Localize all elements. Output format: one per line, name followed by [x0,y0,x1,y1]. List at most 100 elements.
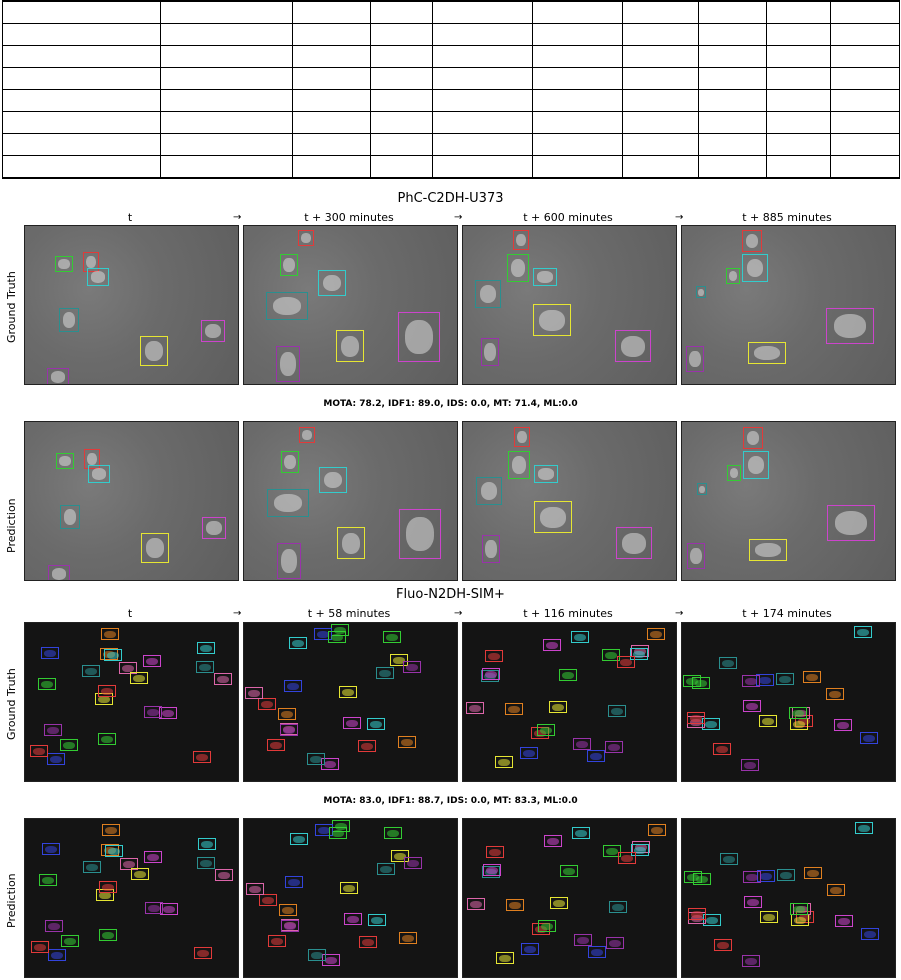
cell-blob [480,481,498,501]
cell-blob [310,755,322,763]
cell-blob [690,547,702,565]
cell-bounding-box [358,740,376,752]
table-cell [432,23,533,46]
cell-blob [51,371,65,383]
cell-bounding-box [688,908,706,920]
cell-bounding-box [159,707,177,719]
table-cell [698,45,767,68]
cell-bounding-box [299,427,315,443]
cell-blob [281,549,297,573]
cell-bounding-box [476,477,502,505]
cell-bounding-box [538,920,556,932]
cell-blob [689,350,701,368]
cell-bounding-box [140,336,168,366]
cell-blob [371,916,383,924]
table-cell [532,111,623,134]
metrics-fluo: MOTA: 83.0, IDF1: 88.7, IDS: 0.0, MT: 83… [323,796,578,806]
cell-bounding-box [329,827,347,839]
cell-bounding-box [267,739,285,751]
cell-bounding-box [84,449,100,469]
cell-blob [691,914,703,922]
table-cell [160,155,293,179]
cell-bounding-box [608,705,626,717]
table-cell [766,133,831,156]
cell-blob [799,913,811,921]
cell-blob [261,700,273,708]
cell-blob [745,234,759,248]
cell-blob [302,430,312,440]
cell-blob [318,826,330,834]
cell-blob [346,719,358,727]
cell-blob [122,664,134,672]
row-label-prediction: Prediction [5,873,18,928]
cell-bounding-box [720,853,738,865]
cell-bounding-box [743,871,761,883]
table-cell [766,155,831,179]
table-cell [698,0,767,24]
cell-bounding-box [505,703,523,715]
cell-blob [196,753,208,761]
cell-bounding-box [83,252,99,272]
table-cell [830,89,900,112]
cell-blob [86,255,96,269]
row-label-ground-truth: Ground Truth [5,271,18,343]
cell-bounding-box [835,915,853,927]
cell-blob [104,630,116,638]
cell-bounding-box [308,949,326,961]
cell-bounding-box [560,865,578,877]
cell-bounding-box [742,254,768,282]
table-cell [292,0,371,24]
cell-bounding-box [41,647,59,659]
table-cell [292,23,371,46]
cell-blob [248,689,260,697]
cell-blob [322,274,342,292]
cell-blob [488,652,500,660]
cell-blob [200,859,212,867]
table-cell [370,45,433,68]
cell-blob [539,309,565,331]
table-cell [766,23,831,46]
table-cell [370,111,433,134]
cell-bounding-box [215,869,233,881]
microscopy-frame-phc [243,225,458,385]
cell-blob [534,729,546,737]
cell-bounding-box [804,867,822,879]
table-cell [532,155,623,179]
cell-blob [546,641,558,649]
cell-bounding-box [289,637,307,649]
cell-bounding-box [281,920,299,932]
cell-blob [145,538,165,558]
cell-blob [51,951,63,959]
cell-bounding-box [631,844,649,856]
cell-blob [86,863,98,871]
cell-blob [479,284,497,304]
microscopy-frame-phc [243,421,458,581]
cell-bounding-box [855,822,873,834]
table-cell [830,23,900,46]
arrow-icon: → [454,212,463,223]
cell-blob [340,335,360,357]
arrow-icon: → [675,608,684,619]
cell-blob [686,677,698,685]
cell-blob [288,878,300,886]
microscopy-frame-phc [681,225,896,385]
cell-blob [745,677,757,685]
microscopy-frame-phc [681,421,896,581]
cell-bounding-box [537,724,555,736]
cell-blob [217,675,229,683]
cell-bounding-box [719,657,737,669]
arrow-icon: → [233,212,242,223]
cell-bounding-box [521,943,539,955]
cell-blob [747,455,765,475]
cell-bounding-box [826,308,874,344]
table-cell [698,133,767,156]
cell-bounding-box [687,712,705,724]
frame-label: t + 58 minutes [307,607,391,620]
cell-bounding-box [861,928,879,940]
cell-blob [59,456,71,466]
cell-bounding-box [44,724,62,736]
cell-bounding-box [495,756,513,768]
cell-blob [469,704,481,712]
cell-bounding-box [141,533,169,563]
cell-blob [608,743,620,751]
